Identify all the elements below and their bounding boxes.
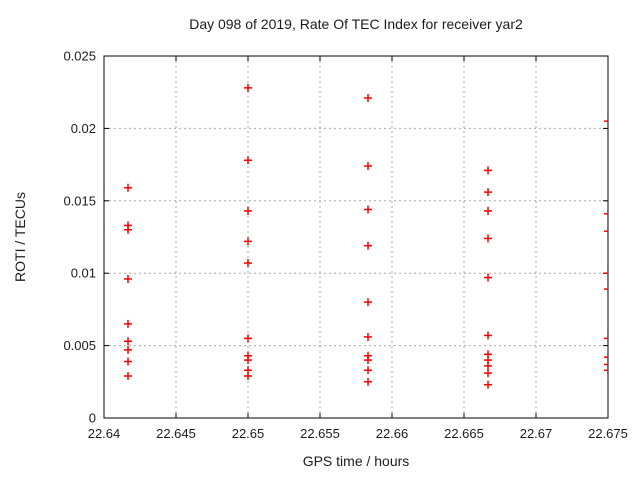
y-tick-label: 0.01 — [71, 266, 96, 281]
data-point — [244, 259, 252, 268]
data-point — [244, 334, 252, 343]
data-point — [484, 380, 493, 389]
data-point — [484, 369, 493, 378]
data-point — [484, 273, 493, 282]
x-tick-label: 22.675 — [588, 426, 628, 441]
data-points — [124, 83, 608, 389]
data-point — [363, 356, 372, 365]
data-point — [244, 372, 252, 381]
data-point — [484, 331, 493, 340]
y-tick-label: 0.005 — [63, 338, 96, 353]
data-point — [244, 237, 252, 246]
data-point — [604, 285, 608, 294]
data-point — [244, 156, 252, 165]
data-point — [484, 361, 493, 370]
data-point — [363, 205, 372, 214]
data-point — [124, 319, 133, 328]
data-point — [363, 162, 372, 171]
data-point — [124, 183, 133, 192]
x-tick-label: 22.65 — [232, 426, 265, 441]
data-point — [124, 345, 133, 354]
x-tick-label: 22.67 — [520, 426, 553, 441]
data-point — [124, 357, 133, 366]
data-point — [484, 206, 493, 215]
chart-title: Day 098 of 2019, Rate Of TEC Index for r… — [189, 16, 523, 32]
data-point — [604, 227, 608, 236]
data-point — [124, 274, 133, 283]
data-point — [363, 332, 372, 341]
data-point — [363, 93, 372, 102]
data-point — [604, 360, 608, 369]
data-point — [604, 353, 608, 362]
data-point — [363, 366, 372, 375]
y-tick-label: 0 — [89, 411, 96, 426]
data-point — [484, 188, 493, 197]
data-point — [124, 372, 133, 381]
y-tick-label: 0.025 — [63, 49, 96, 64]
x-tick-label: 22.645 — [156, 426, 196, 441]
data-point — [124, 337, 133, 346]
x-tick-label: 22.655 — [300, 426, 340, 441]
data-point — [604, 117, 608, 126]
data-point — [604, 269, 608, 278]
data-point — [604, 334, 608, 343]
data-point — [484, 234, 493, 243]
x-tick-label: 22.66 — [376, 426, 409, 441]
tick-marks — [103, 55, 609, 419]
plot-border — [103, 55, 609, 419]
x-axis-label: GPS time / hours — [303, 453, 410, 469]
data-point — [484, 166, 493, 175]
y-tick-label: 0.02 — [71, 121, 96, 136]
data-point — [363, 298, 372, 307]
x-tick-label: 22.64 — [88, 426, 121, 441]
y-axis-label: ROTI / TECUs — [12, 192, 28, 282]
data-point — [244, 83, 252, 92]
x-tick-label: 22.665 — [444, 426, 484, 441]
data-point — [604, 209, 608, 218]
data-point — [363, 241, 372, 250]
y-tick-label: 0.015 — [63, 193, 96, 208]
data-point — [244, 356, 252, 365]
data-point — [604, 366, 608, 375]
data-point — [244, 206, 252, 215]
data-point — [124, 225, 133, 234]
data-point — [363, 377, 372, 386]
gridlines — [104, 56, 608, 418]
